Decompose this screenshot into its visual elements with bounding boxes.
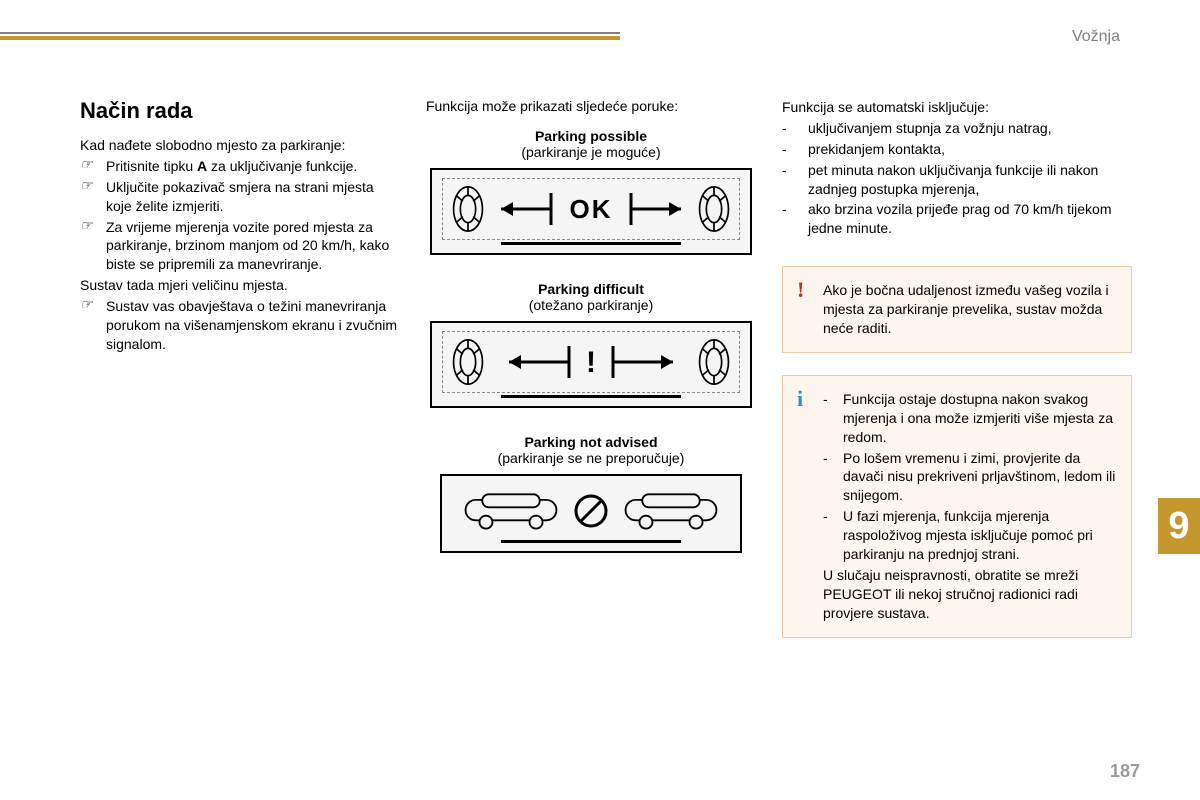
page-number: 187 bbox=[1110, 761, 1140, 782]
message-title: Parking difficult bbox=[538, 281, 644, 297]
list-item: -prekidanjem kontakta, bbox=[782, 140, 1132, 159]
info-list: -Funkcija ostaje dostupna nakon svakog m… bbox=[823, 390, 1117, 564]
pointer-icon: ☞ bbox=[80, 297, 106, 354]
diagram-parking-difficult: ! bbox=[430, 321, 752, 408]
list-text: Za vrijeme mjerenja vozite pored mjesta … bbox=[106, 218, 400, 275]
column-left: Način rada Kad nađete slobodno mjesto za… bbox=[80, 98, 400, 638]
list-item: ☞Uključite pokazivač smjera na strani mj… bbox=[80, 178, 400, 216]
wheel-icon bbox=[451, 338, 485, 386]
list-text: ako brzina vozila prijeđe prag od 70 km/… bbox=[808, 200, 1132, 238]
dash-icon: - bbox=[823, 390, 843, 447]
car-icon bbox=[460, 490, 562, 532]
dash-icon: - bbox=[782, 161, 808, 199]
list-text: Uključite pokazivač smjera na strani mje… bbox=[106, 178, 400, 216]
message-subtitle: (parkiranje se ne preporučuje) bbox=[498, 450, 685, 466]
list-text: prekidanjem kontakta, bbox=[808, 140, 1132, 159]
pointer-icon: ☞ bbox=[80, 157, 106, 176]
list-text: Funkcija ostaje dostupna nakon svakog mj… bbox=[843, 390, 1117, 447]
dash-icon: - bbox=[823, 449, 843, 506]
svg-text:OK: OK bbox=[570, 194, 613, 224]
wheel-icon bbox=[697, 338, 731, 386]
dash-icon: - bbox=[823, 507, 843, 564]
dash-icon: - bbox=[782, 119, 808, 138]
list-text: pet minuta nakon uključivanja funkcije i… bbox=[808, 161, 1132, 199]
warn-arrows-icon: ! bbox=[491, 338, 691, 386]
ok-arrows-icon: OK bbox=[491, 185, 691, 233]
page-content: Način rada Kad nađete slobodno mjesto za… bbox=[80, 98, 1150, 638]
car-icon bbox=[620, 490, 722, 532]
list-item: -pet minuta nakon uključivanja funkcije … bbox=[782, 161, 1132, 199]
dash-icon: - bbox=[782, 140, 808, 159]
exclamation-icon: ! bbox=[797, 277, 804, 303]
dash-icon: - bbox=[782, 200, 808, 238]
warning-callout: ! Ako je bočna udaljenost između vašeg v… bbox=[782, 266, 1132, 353]
info-tail: U slučaju neispravnosti, obratite se mre… bbox=[823, 566, 1117, 623]
pointer-icon: ☞ bbox=[80, 218, 106, 275]
message-block: Parking possible(parkiranje je moguće) O… bbox=[430, 128, 752, 255]
diagram-parking-possible: OK bbox=[430, 168, 752, 255]
list-text: U fazi mjerenja, funkcija mjerenja raspo… bbox=[843, 507, 1117, 564]
bullet-list: ☞Pritisnite tipku A za uključivanje funk… bbox=[80, 157, 400, 276]
info-icon: i bbox=[797, 386, 803, 412]
list-item: -U fazi mjerenja, funkcija mjerenja rasp… bbox=[823, 507, 1117, 564]
list-item: -ako brzina vozila prijeđe prag od 70 km… bbox=[782, 200, 1132, 238]
column-middle: Funkcija može prikazati sljedeće poruke:… bbox=[426, 98, 756, 638]
list-item: ☞Sustav vas obavještava o težini manevri… bbox=[80, 297, 400, 354]
svg-text:!: ! bbox=[586, 346, 596, 379]
heading: Način rada bbox=[80, 98, 400, 124]
prohibit-icon bbox=[564, 490, 618, 532]
warning-text: Ako je bočna udaljenost između vašeg voz… bbox=[823, 281, 1117, 338]
section-label: Vožnja bbox=[1072, 28, 1120, 46]
diagram-parking-not-advised bbox=[440, 474, 742, 553]
dash-list: -uključivanjem stupnja za vožnju natrag,… bbox=[782, 119, 1132, 240]
info-callout: i -Funkcija ostaje dostupna nakon svakog… bbox=[782, 375, 1132, 638]
list-item: ☞Pritisnite tipku A za uključivanje funk… bbox=[80, 157, 400, 176]
pointer-icon: ☞ bbox=[80, 178, 106, 216]
chapter-tab: 9 bbox=[1158, 498, 1200, 554]
mid-line: Sustav tada mjeri veličinu mjesta. bbox=[80, 276, 400, 295]
right-intro: Funkcija se automatski isključuje: bbox=[782, 98, 1132, 117]
wheel-icon bbox=[697, 185, 731, 233]
message-title: Parking possible bbox=[535, 128, 647, 144]
message-subtitle: (parkiranje je moguće) bbox=[521, 144, 660, 160]
list-text: Po lošem vremenu i zimi, provjerite da d… bbox=[843, 449, 1117, 506]
wheel-icon bbox=[451, 185, 485, 233]
list-text: Pritisnite tipku A za uključivanje funkc… bbox=[106, 157, 400, 176]
list-item: -Funkcija ostaje dostupna nakon svakog m… bbox=[823, 390, 1117, 447]
list-text: uključivanjem stupnja za vožnju natrag, bbox=[808, 119, 1132, 138]
message-block: Parking difficult(otežano parkiranje) ! bbox=[430, 281, 752, 408]
message-subtitle: (otežano parkiranje) bbox=[529, 297, 654, 313]
column-right: Funkcija se automatski isključuje: -uklj… bbox=[782, 98, 1132, 638]
intro-text: Kad nađete slobodno mjesto za parkiranje… bbox=[80, 136, 400, 155]
bullet-list: ☞Sustav vas obavještava o težini manevri… bbox=[80, 297, 400, 356]
message-title: Parking not advised bbox=[524, 434, 657, 450]
list-item: -uključivanjem stupnja za vožnju natrag, bbox=[782, 119, 1132, 138]
message-block: Parking not advised(parkiranje se ne pre… bbox=[430, 434, 752, 553]
list-item: ☞Za vrijeme mjerenja vozite pored mjesta… bbox=[80, 218, 400, 275]
messages-intro: Funkcija može prikazati sljedeće poruke: bbox=[426, 98, 678, 114]
list-text: Sustav vas obavještava o težini manevrir… bbox=[106, 297, 400, 354]
message-list: Parking possible(parkiranje je moguće) O… bbox=[430, 128, 752, 579]
list-item: -Po lošem vremenu i zimi, provjerite da … bbox=[823, 449, 1117, 506]
